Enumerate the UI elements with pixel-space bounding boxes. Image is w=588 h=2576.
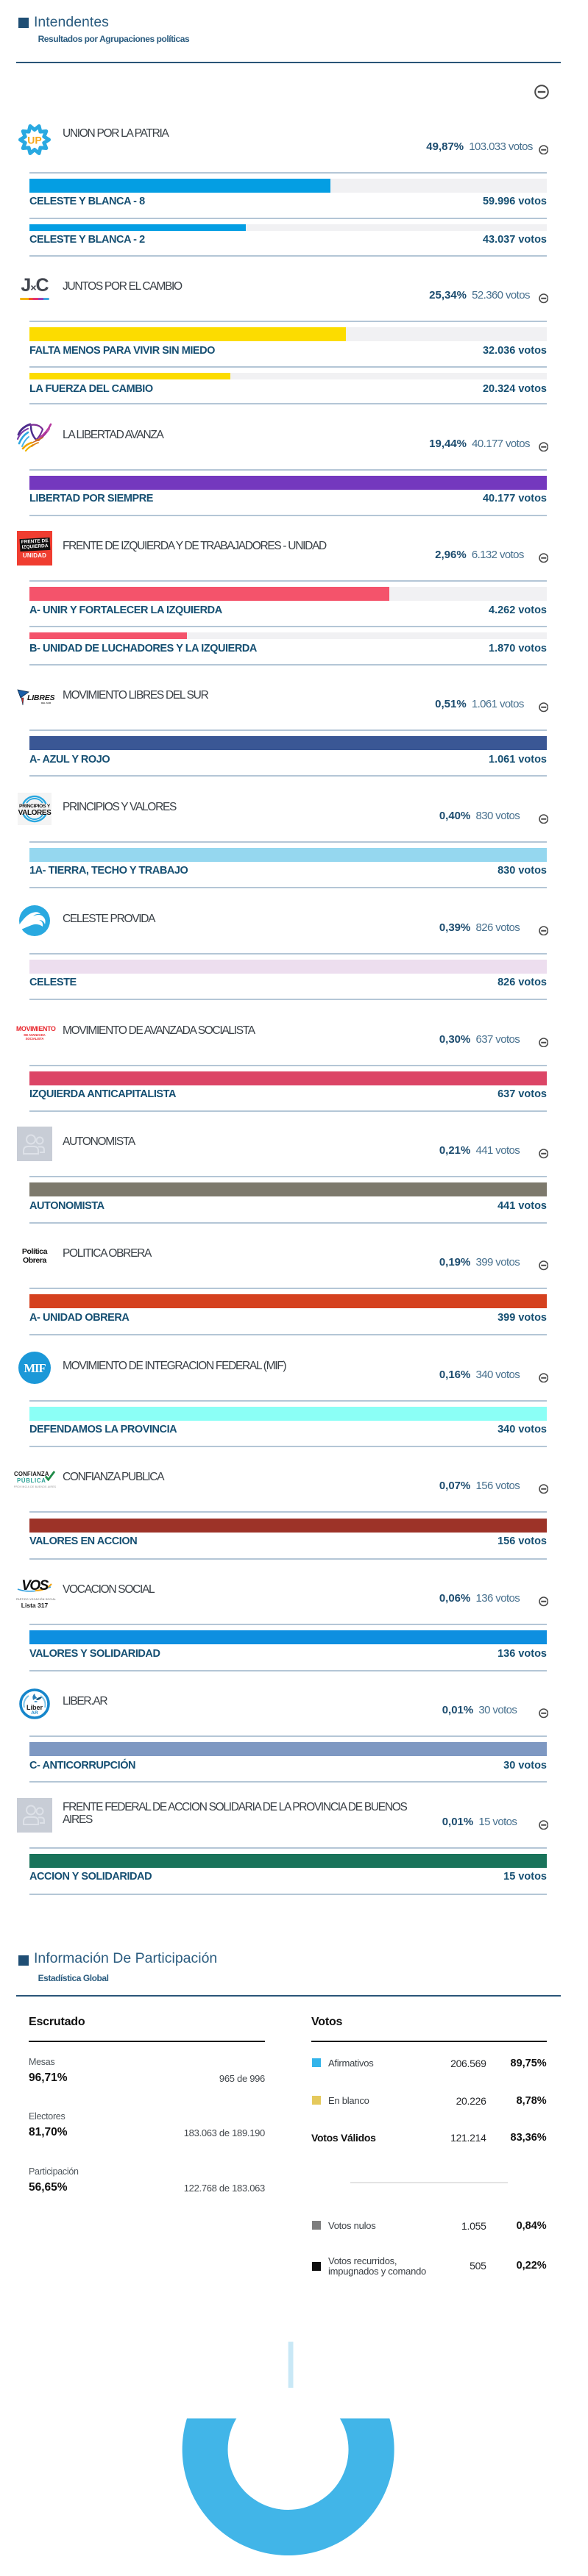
svg-text:VOS: VOS <box>21 1578 49 1594</box>
svg-text:UP: UP <box>27 135 41 146</box>
svg-text:Liber: Liber <box>26 1704 43 1711</box>
svg-text:AR: AR <box>31 1710 38 1716</box>
svg-text:MIF: MIF <box>24 1361 46 1375</box>
